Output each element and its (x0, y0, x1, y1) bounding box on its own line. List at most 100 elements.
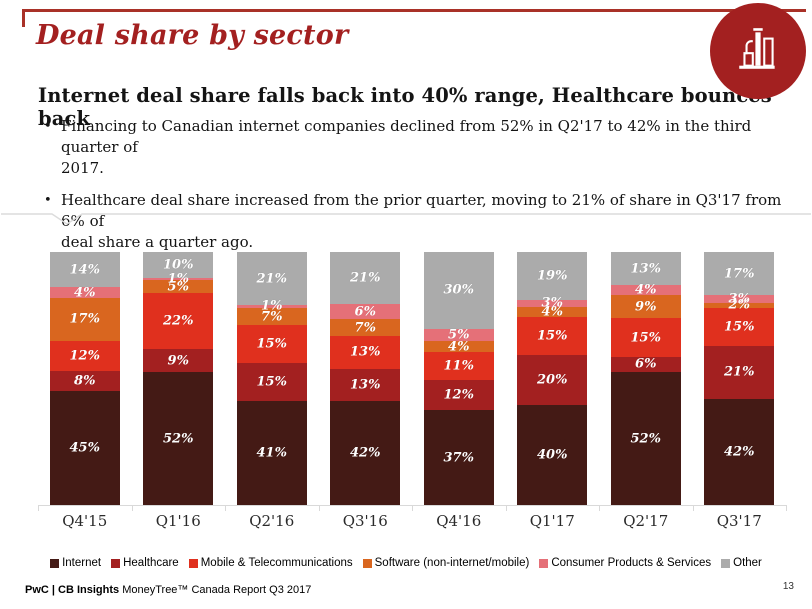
segment-internet: 37% (423, 410, 494, 505)
bar-cell-Q3'16: 42% 13% 13% 7% 6% 21% (319, 252, 413, 505)
segment-mobile-telecommunications: 15% (704, 307, 775, 346)
segment-mobile-telecommunications: 22% (143, 292, 214, 350)
legend-item-other: Other (721, 557, 762, 569)
segment-consumer-products-services: 4% (49, 285, 120, 300)
bullet-text: Healthcare deal share increased from the… (61, 191, 782, 251)
segment-value-label: 30% (443, 282, 474, 298)
stacked-bar-Q4'15: 45% 8% 12% 17% 4% 14% (49, 252, 120, 505)
segment-value-label: 7% (261, 309, 283, 325)
top-rule-corner (22, 9, 25, 27)
footer-brand: PwC | CB Insights MoneyTree™ Canada Repo… (25, 584, 311, 596)
legend-swatch-icon (111, 558, 121, 568)
axis-tick (599, 505, 600, 511)
legend-label: Software (non-internet/mobile) (374, 557, 530, 569)
segment-value-label: 41% (256, 445, 287, 461)
axis-tick (131, 505, 133, 511)
segment-other: 19% (517, 252, 588, 300)
segment-internet: 42% (704, 398, 775, 505)
top-rule (22, 9, 806, 12)
legend-label: Consumer Products & Services (551, 557, 712, 569)
bar-cell-Q3'17: 42% 21% 15% 2% 3% 17% (693, 252, 787, 505)
segment-value-label: 42% (350, 445, 381, 461)
segment-value-label: 15% (256, 336, 287, 352)
axis-tick (505, 505, 507, 511)
x-axis-label-Q2'16: Q2'16 (249, 512, 295, 530)
bar-cell-Q2'16: 41% 15% 15% 7% 1% 21% (225, 252, 319, 505)
stacked-bar-Q2'16: 41% 15% 15% 7% 1% 21% (236, 252, 307, 505)
bullet-marker: • (44, 119, 52, 134)
segment-internet: 42% (330, 400, 401, 505)
segment-software-non-internet-mobile: 7% (236, 307, 307, 326)
segment-value-label: 9% (167, 353, 189, 369)
segment-internet: 52% (610, 372, 681, 505)
segment-value-label: 4% (74, 285, 96, 300)
segment-consumer-products-services: 3% (704, 292, 775, 305)
axis-tick (412, 505, 413, 511)
bullet-text: Financing to Canadian internet companies… (61, 117, 752, 177)
segment-internet: 41% (236, 401, 307, 505)
segment-consumer-products-services: 1% (236, 300, 307, 313)
bar-cell-Q4'15: 45% 8% 12% 17% 4% 14% (38, 252, 132, 505)
segment-value-label: 4% (635, 282, 657, 298)
stacked-bar-Q3'17: 42% 21% 15% 2% 3% 17% (704, 252, 775, 505)
segment-software-non-internet-mobile: 2% (704, 299, 775, 312)
segment-healthcare: 15% (236, 363, 307, 402)
stacked-bar-Q4'16: 37% 12% 11% 4% 5% 30% (423, 252, 494, 505)
segment-software-non-internet-mobile: 4% (517, 304, 588, 320)
segment-value-label: 37% (443, 450, 474, 466)
segment-other: 30% (423, 252, 494, 329)
segment-value-label: 40% (537, 447, 568, 463)
stacked-bar-Q1'17: 40% 20% 15% 4% 3% 19% (517, 252, 588, 505)
legend-swatch-icon (362, 558, 372, 568)
bullet-marker: • (44, 193, 52, 208)
headline: Internet deal share falls back into 40% … (38, 84, 772, 130)
segment-value-label: 11% (443, 358, 474, 374)
segment-value-label: 12% (443, 387, 474, 403)
segment-value-label: 4% (541, 304, 563, 320)
segment-mobile-telecommunications: 12% (49, 340, 120, 371)
segment-mobile-telecommunications: 15% (517, 317, 588, 355)
x-axis-labels: Q4'15 Q1'16 Q2'16 Q3'16 Q4'16 Q1'17 Q2'17 Q3'17 (38, 512, 786, 530)
segment-software-non-internet-mobile: 7% (330, 319, 401, 337)
legend-label: Other (733, 557, 762, 569)
segment-value-label: 13% (630, 261, 661, 277)
segment-value-label: 5% (448, 327, 470, 343)
stacked-bar-Q3'16: 42% 13% 13% 7% 6% 21% (330, 252, 401, 505)
segment-value-label: 6% (635, 356, 657, 372)
segment-other: 14% (49, 252, 120, 288)
bar-cell-Q1'17: 40% 20% 15% 4% 3% 19% (506, 252, 600, 505)
segment-healthcare: 21% (704, 345, 775, 399)
x-axis-label-Q4'16: Q4'16 (436, 512, 482, 530)
page-number: 13 (782, 581, 794, 592)
segment-value-label: 6% (354, 304, 376, 320)
segment-mobile-telecommunications: 15% (236, 325, 307, 364)
sector-badge (710, 3, 806, 99)
segment-value-label: 21% (256, 271, 287, 287)
segment-value-label: 9% (635, 299, 657, 315)
stacked-bar-Q1'16: 52% 9% 22% 5% 1% 10% (143, 252, 214, 505)
segment-other: 13% (610, 252, 681, 286)
segment-value-label: 15% (630, 330, 661, 346)
bar-cell-Q4'16: 37% 12% 11% 4% 5% 30% (412, 252, 506, 505)
segment-other: 10% (143, 252, 214, 278)
stacked-bar-chart: 45% 8% 12% 17% 4% 14% 52% 9% 22% 5% 1% 10% 41% 15% 15%… (38, 252, 787, 511)
x-axis-label-Q3'17: Q3'17 (716, 512, 762, 530)
segment-internet: 52% (143, 372, 214, 505)
segment-value-label: 42% (724, 444, 755, 460)
stacked-bar-Q2'17: 52% 6% 15% 9% 4% 13% (610, 252, 681, 505)
axis-tick (786, 505, 787, 511)
legend-item-mobile-telecommunications: Mobile & Telecommunications (188, 557, 353, 569)
x-axis-label-Q4'15: Q4'15 (62, 512, 108, 530)
legend-label: Internet (62, 557, 102, 569)
segment-value-label: 14% (69, 262, 100, 278)
bullet-item: • Healthcare deal share increased from t… (44, 190, 789, 253)
legend-swatch-icon (721, 558, 731, 568)
segment-other: 17% (704, 252, 775, 296)
segment-value-label: 21% (724, 364, 755, 380)
segment-mobile-telecommunications: 13% (330, 336, 401, 369)
segment-value-label: 8% (74, 373, 96, 389)
x-axis-label-Q1'16: Q1'16 (155, 512, 201, 530)
segment-software-non-internet-mobile: 5% (143, 280, 214, 293)
segment-value-label: 13% (350, 344, 381, 360)
section-divider (1, 213, 811, 225)
